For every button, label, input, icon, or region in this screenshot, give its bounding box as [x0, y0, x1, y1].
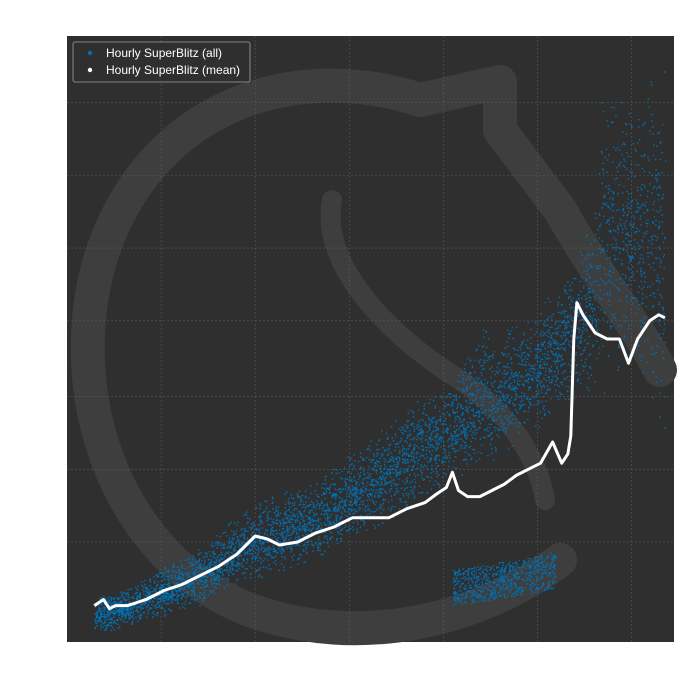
legend-label-mean: Hourly SuperBlitz (mean) — [106, 63, 240, 77]
knight-logo-watermark — [70, 65, 677, 646]
legend-box — [72, 41, 251, 83]
legend-marker-all — [87, 50, 93, 56]
series-hourly-superblitz-mean — [93, 301, 666, 611]
mean-line — [93, 301, 666, 611]
scatter-points-all — [94, 71, 667, 632]
legend-label-all: Hourly SuperBlitz (all) — [106, 46, 222, 60]
legend-marker-mean — [87, 67, 93, 73]
series-hourly-superblitz-all — [94, 71, 667, 632]
legend: Hourly SuperBlitz (all) Hourly SuperBlit… — [72, 41, 251, 83]
